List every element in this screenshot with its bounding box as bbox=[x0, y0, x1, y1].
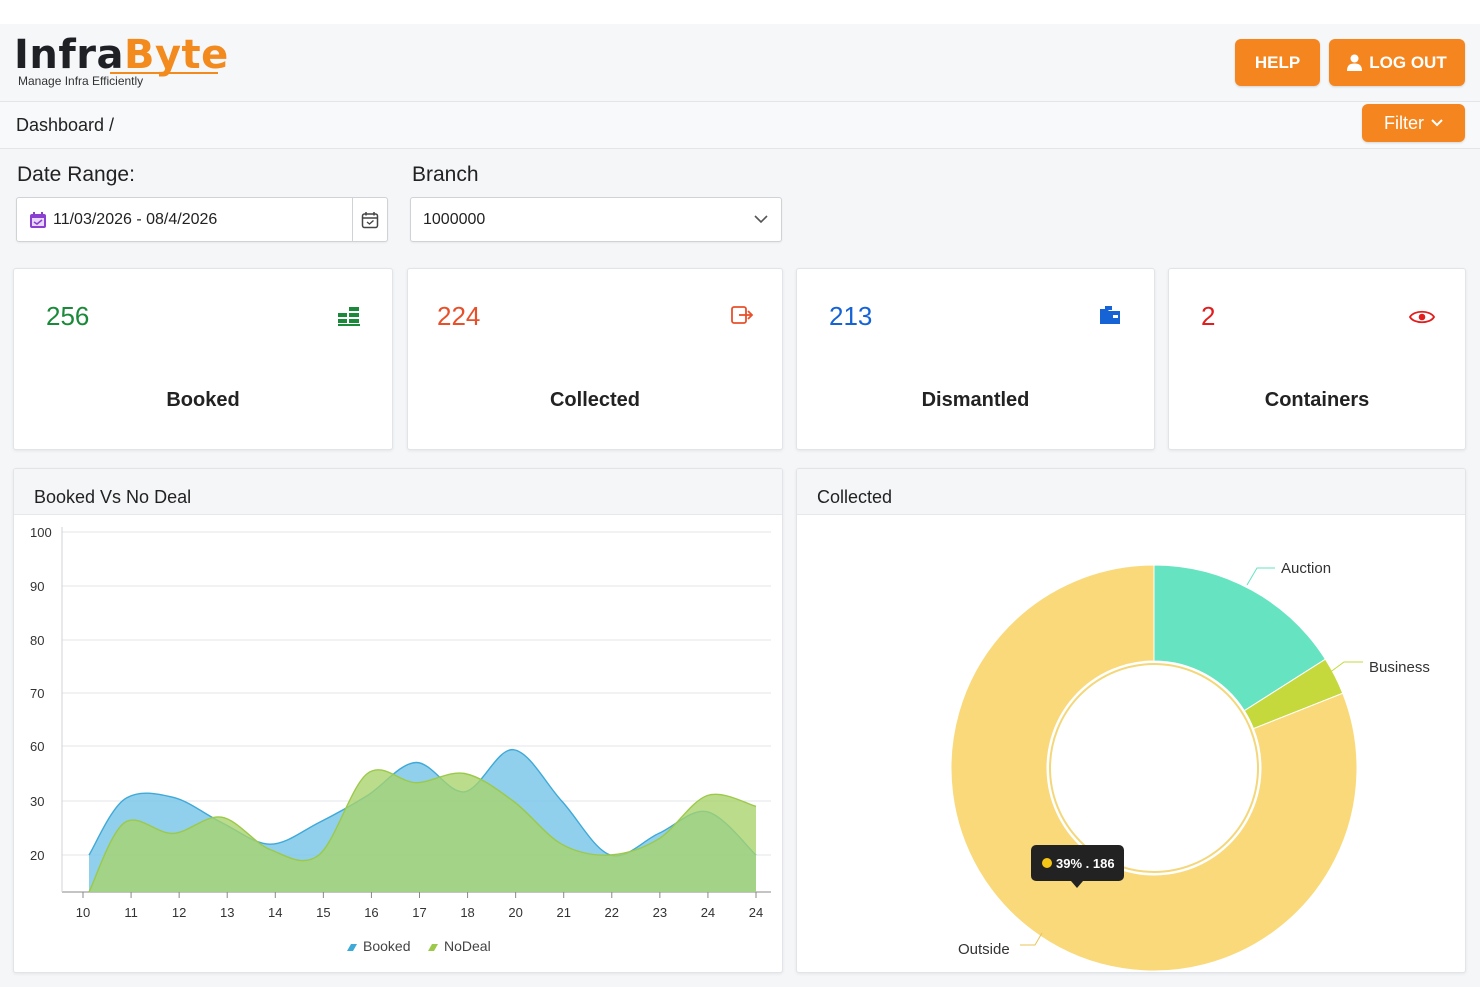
panel-title: Booked Vs No Deal bbox=[14, 469, 782, 515]
legend-swatch bbox=[428, 944, 438, 951]
booked-vs-nodeal-panel: Booked Vs No Deal 100 90 80 70 60 30 20 10 11 12 1… bbox=[13, 468, 783, 973]
leader-line bbox=[1020, 932, 1043, 946]
x-tick-label: 16 bbox=[364, 905, 378, 920]
logo-part-2: Byte bbox=[123, 32, 229, 78]
chart-tooltip: 39% . 186 bbox=[1031, 845, 1124, 888]
branch-value: 1000000 bbox=[423, 210, 486, 228]
chevron-down-icon bbox=[1431, 119, 1443, 127]
logo-part-1: Infra bbox=[14, 32, 124, 78]
tooltip-dot bbox=[1042, 858, 1052, 868]
collected-panel: Collected Auction Business Outside 39% . 18… bbox=[796, 468, 1466, 973]
panel-title: Collected bbox=[797, 469, 1465, 515]
x-tick-label: 14 bbox=[268, 905, 282, 920]
series-line-booked bbox=[88, 748, 757, 857]
x-tick-label: 17 bbox=[412, 905, 426, 920]
legend-label[interactable]: NoDeal bbox=[444, 938, 491, 954]
stat-card-containers[interactable]: 2 Containers bbox=[1168, 268, 1466, 450]
stat-card-dismantled[interactable]: 213 Dismantled bbox=[796, 268, 1155, 450]
branch-label: Branch bbox=[412, 163, 479, 186]
x-tick-label: 15 bbox=[316, 905, 330, 920]
help-label: HELP bbox=[1254, 52, 1301, 72]
filter-button[interactable]: Filter bbox=[1362, 104, 1465, 142]
slice-label: Outside bbox=[958, 941, 1010, 958]
stat-label: Containers bbox=[1264, 389, 1370, 411]
stat-label: Dismantled bbox=[921, 389, 1030, 411]
breadcrumb[interactable]: Dashboard / bbox=[16, 115, 115, 135]
logout-label: LOG OUT bbox=[1369, 52, 1447, 72]
stat-label: Collected bbox=[549, 389, 641, 411]
logo-wordmark: InfraByte bbox=[14, 34, 229, 76]
top-strip bbox=[0, 0, 1480, 24]
stacked-bars-icon bbox=[338, 307, 360, 326]
y-tick-label: 100 bbox=[30, 525, 52, 540]
stat-value: 224 bbox=[437, 301, 481, 331]
y-tick-label: 30 bbox=[30, 794, 44, 809]
stat-value: 213 bbox=[829, 301, 873, 331]
x-tick-label: 20 bbox=[508, 905, 522, 920]
leader-line bbox=[1246, 567, 1275, 586]
help-button[interactable]: HELP bbox=[1235, 39, 1320, 86]
x-tick-label: 24 bbox=[701, 905, 715, 920]
stat-value: 2 bbox=[1201, 301, 1216, 331]
legend-swatch bbox=[347, 944, 357, 951]
calendar-icon[interactable] bbox=[352, 198, 387, 241]
y-tick-label: 70 bbox=[30, 686, 44, 701]
filter-label: Filter bbox=[1384, 112, 1424, 133]
logo-underline bbox=[110, 72, 218, 74]
logout-button[interactable]: LOG OUT bbox=[1329, 39, 1465, 86]
stat-value: 256 bbox=[46, 301, 90, 331]
x-tick-label: 24 bbox=[749, 905, 763, 920]
x-tick-label: 21 bbox=[556, 905, 570, 920]
y-tick-label: 20 bbox=[30, 848, 44, 863]
folder-icon bbox=[1100, 306, 1120, 324]
area-chart: 100 90 80 70 60 30 20 10 11 12 13 14 15 16 17 18 20 21 22 2… bbox=[30, 525, 771, 954]
y-tick-label: 80 bbox=[30, 633, 44, 648]
slice-label: Business bbox=[1369, 659, 1430, 676]
x-tick-label: 22 bbox=[605, 905, 619, 920]
calendar-check-icon bbox=[23, 211, 53, 229]
series-area-nodeal[interactable] bbox=[89, 769, 756, 892]
breadcrumb-bar: Dashboard / bbox=[0, 102, 1480, 149]
stat-card-booked[interactable]: 256 Booked bbox=[13, 268, 393, 450]
header: InfraByte Manage Infra Efficiently bbox=[0, 24, 1480, 102]
y-tick-label: 60 bbox=[30, 739, 44, 754]
pie-slice-auction[interactable] bbox=[1153, 564, 1327, 712]
branch-select[interactable]: 1000000 bbox=[410, 197, 782, 242]
donut-inner-ring bbox=[1049, 663, 1259, 873]
x-tick-label: 11 bbox=[124, 905, 138, 920]
eye-icon bbox=[1409, 310, 1435, 324]
stat-label: Booked bbox=[166, 389, 240, 411]
leader-line bbox=[1328, 661, 1363, 674]
date-range-value: 11/03/2026 - 08/4/2026 bbox=[53, 210, 218, 228]
user-icon bbox=[1347, 54, 1363, 71]
date-range-label: Date Range: bbox=[17, 163, 135, 186]
logo-tagline: Manage Infra Efficiently bbox=[18, 74, 144, 88]
x-tick-label: 12 bbox=[172, 905, 186, 920]
chevron-down-icon bbox=[754, 215, 768, 224]
sign-out-icon bbox=[731, 306, 754, 324]
slice-label: Auction bbox=[1281, 560, 1331, 577]
legend-label[interactable]: Booked bbox=[363, 938, 410, 954]
stat-card-collected[interactable]: 224 Collected bbox=[407, 268, 783, 450]
y-tick-label: 90 bbox=[30, 579, 44, 594]
donut-chart: Auction Business Outside 39% . 186 bbox=[950, 560, 1430, 972]
series-line-nodeal bbox=[88, 769, 757, 893]
x-tick-label: 23 bbox=[653, 905, 667, 920]
x-tick-label: 18 bbox=[460, 905, 474, 920]
logo[interactable]: InfraByte Manage Infra Efficiently bbox=[14, 34, 229, 88]
x-tick-label: 13 bbox=[220, 905, 234, 920]
date-range-field[interactable]: 11/03/2026 - 08/4/2026 bbox=[16, 197, 388, 242]
x-tick-label: 10 bbox=[76, 905, 90, 920]
tooltip-text: 39% . 186 bbox=[1056, 856, 1115, 871]
